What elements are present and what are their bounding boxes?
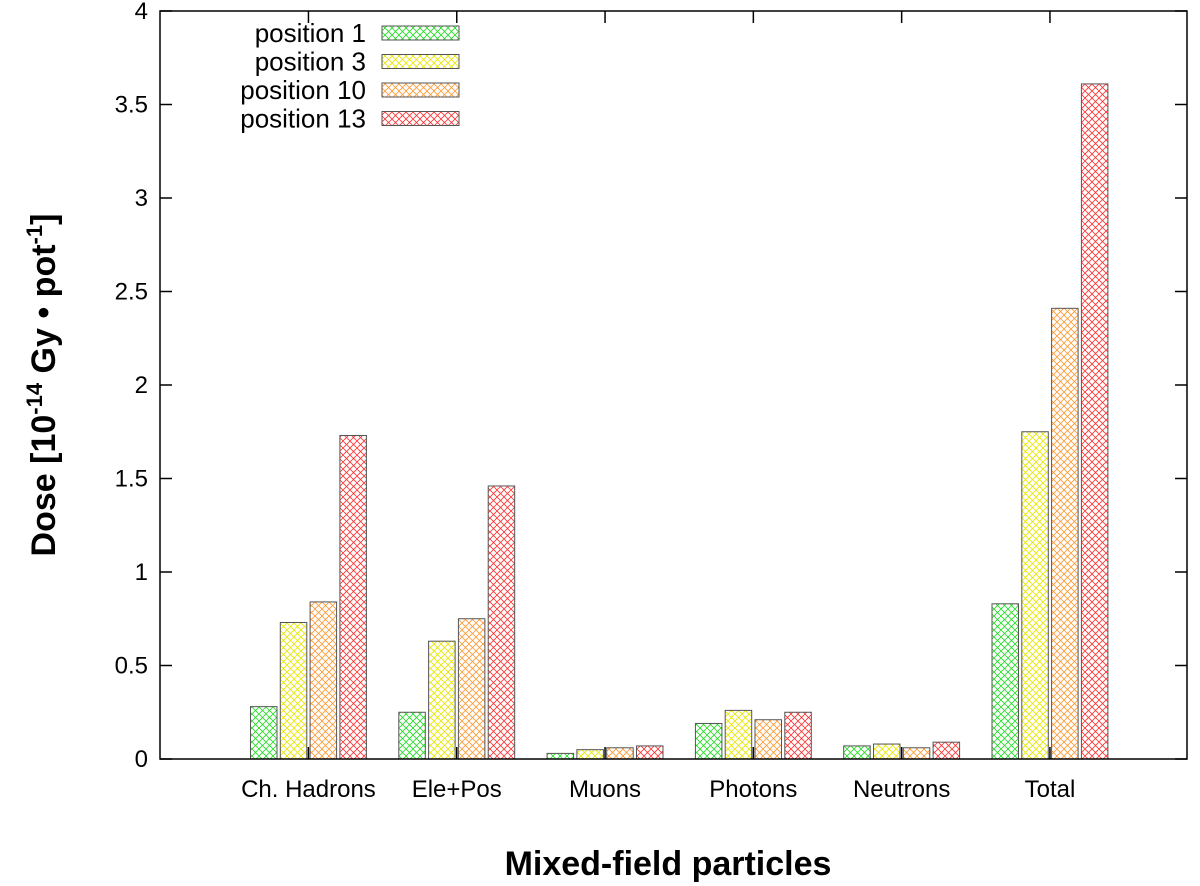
y-tick-label: 3.5 — [115, 92, 148, 119]
y-tick-label: 2 — [135, 372, 148, 399]
y-tick-label: 1.5 — [115, 466, 148, 493]
bar-total-position-1 — [991, 603, 1019, 760]
legend-label-position-3: position 3 — [255, 47, 366, 77]
y-tick-label: 0 — [135, 746, 148, 773]
x-tick-label-ch-hadrons: Ch. Hadrons — [241, 776, 376, 803]
bar-photons-position-1 — [694, 722, 723, 760]
bar-muons-position-1 — [546, 752, 575, 760]
bar-neutrons-position-3 — [873, 743, 901, 760]
bar-neutrons-position-10 — [902, 747, 931, 760]
y-tick-label: 1 — [135, 559, 148, 586]
y-tick-label: 4 — [135, 0, 148, 25]
bar-neutrons-position-1 — [843, 745, 871, 760]
legend-swatch-position-1 — [381, 25, 460, 41]
y-axis-title-middle: Gy • pot — [25, 244, 63, 382]
bar-ele-pos-position-13 — [487, 485, 516, 760]
bar-neutrons-position-13 — [932, 741, 961, 760]
bar-photons-position-10 — [754, 719, 782, 760]
y-tick-label: 3 — [135, 185, 148, 212]
bar-ele-pos-position-3 — [428, 640, 456, 760]
y-tick-label: 2.5 — [115, 279, 148, 306]
y-tick-label: 0.5 — [115, 653, 148, 680]
y-axis-title-exp1: -14 — [22, 382, 47, 415]
legend-label-position-1: position 1 — [255, 18, 366, 48]
bar-total-position-10 — [1051, 307, 1079, 760]
bar-total-position-13 — [1080, 83, 1109, 760]
bar-muons-position-13 — [636, 745, 664, 760]
y-axis-title-suffix: ] — [25, 214, 63, 225]
x-tick-label-neutrons: Neutrons — [853, 776, 950, 803]
y-axis-title: Dose [10-14 Gy • pot-1] — [22, 214, 63, 557]
bar-ele-pos-position-10 — [457, 618, 486, 760]
legend-label-position-10: position 10 — [240, 75, 366, 105]
x-tick-label-photons: Photons — [709, 776, 797, 803]
y-axis-title-exp2: -1 — [22, 225, 47, 245]
legend-label-position-13: position 13 — [240, 104, 366, 134]
bar-ch-hadrons-position-3 — [279, 621, 308, 760]
bar-ch-hadrons-position-10 — [309, 601, 338, 760]
y-axis-title-prefix: Dose [10 — [25, 415, 63, 557]
bars-layer — [250, 83, 1109, 760]
ticks-layer: 0 0.5 1 1.5 2 2.5 3 3.5 4 Ch. Hadrons Ele+Pos Muons… — [115, 0, 1187, 803]
bar-ch-hadrons-position-1 — [250, 706, 278, 760]
bar-photons-position-13 — [784, 711, 812, 760]
legend-swatch-position-3 — [381, 54, 460, 69]
x-axis-title: Mixed-field particles — [505, 845, 832, 883]
x-tick-label-ele-pos: Ele+Pos — [412, 776, 502, 803]
bar-total-position-3 — [1021, 431, 1049, 760]
bar-muons-position-10 — [606, 747, 634, 760]
bar-ele-pos-position-1 — [398, 711, 426, 760]
bar-ch-hadrons-position-13 — [339, 434, 367, 760]
legend-swatch-position-10 — [381, 82, 460, 98]
x-tick-label-muons: Muons — [569, 776, 641, 803]
x-tick-label-total: Total — [1025, 776, 1076, 803]
legend-swatch-position-13 — [381, 111, 460, 126]
bar-photons-position-3 — [724, 709, 753, 760]
bar-muons-position-3 — [576, 749, 604, 760]
